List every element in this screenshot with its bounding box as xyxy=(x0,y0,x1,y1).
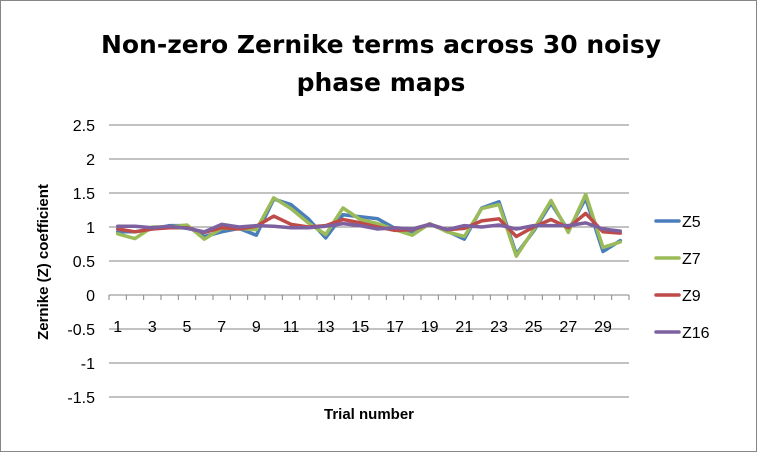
x-tick-label: 9 xyxy=(252,319,261,336)
y-axis-tick-labels: 2.5 2 1.5 1 0.5 0 -0.5 -1 -1.5 xyxy=(67,118,95,407)
y-axis-title: Zernike (Z) coefficient xyxy=(35,184,52,340)
x-tick-label: 11 xyxy=(283,319,300,336)
y-tick-label: -1 xyxy=(81,356,95,373)
legend-label-z7: Z7 xyxy=(682,251,701,268)
y-tick-label: -1.5 xyxy=(67,390,95,407)
y-tick-label: 1.5 xyxy=(73,186,95,203)
chart-title-line-1: Non-zero Zernike terms across 30 noisy xyxy=(101,30,661,59)
x-tick-label: 5 xyxy=(183,319,192,336)
y-tick-label: 1 xyxy=(86,220,95,237)
legend-label-z9: Z9 xyxy=(682,288,701,305)
x-tick-label: 29 xyxy=(594,319,612,336)
legend-label-z5: Z5 xyxy=(682,214,701,231)
y-tick-label: 2 xyxy=(86,152,95,169)
chart-title-line-2: phase maps xyxy=(297,68,466,97)
x-tick-label: 19 xyxy=(421,319,439,336)
x-tick-label: 3 xyxy=(148,319,157,336)
y-tick-label: 0.5 xyxy=(73,254,95,271)
y-tick-label: 0 xyxy=(86,288,95,305)
x-axis-title: Trial number xyxy=(324,406,414,423)
x-tick-label: 17 xyxy=(386,319,404,336)
series-lines xyxy=(115,192,623,258)
x-tick-label: 1 xyxy=(113,319,122,336)
x-tick-label: 7 xyxy=(217,319,226,336)
legend: Z5 Z7 Z9 Z16 xyxy=(654,214,710,342)
x-tick-label: 23 xyxy=(490,319,508,336)
gridlines xyxy=(109,124,629,398)
x-tick-label: 13 xyxy=(317,319,335,336)
x-tick-label: 27 xyxy=(559,319,577,336)
x-tick-label: 15 xyxy=(351,319,369,336)
x-tick-label: 21 xyxy=(455,319,473,336)
series-line-z16 xyxy=(115,221,623,234)
legend-label-z16: Z16 xyxy=(682,325,710,342)
y-tick-label: -0.5 xyxy=(67,322,95,339)
x-axis xyxy=(108,294,630,300)
x-tick-label: 25 xyxy=(525,319,543,336)
x-axis-tick-labels: 1 3 5 7 9 11 13 15 17 19 21 23 25 27 29 xyxy=(113,319,612,336)
y-tick-label: 2.5 xyxy=(73,118,95,135)
